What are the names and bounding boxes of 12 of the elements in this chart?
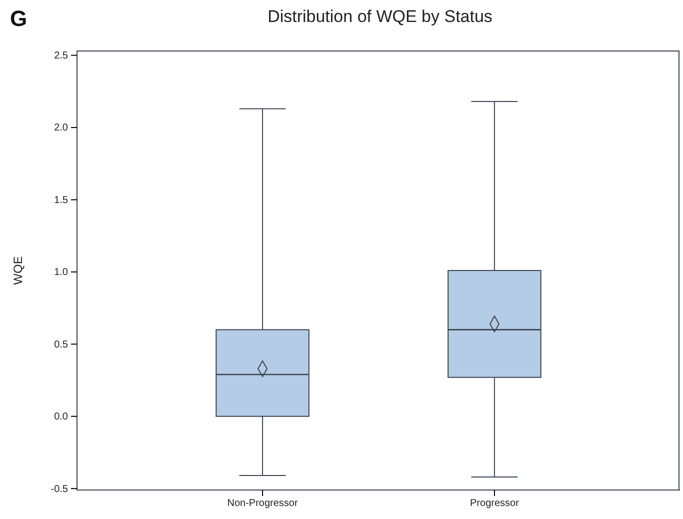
y-tick-label: 1.0 [54,267,68,278]
y-tick-label: -0.5 [50,484,68,495]
y-tick-label: 2.0 [54,122,68,134]
y-tick-label: 2.5 [54,50,68,62]
y-tick-label: 0.0 [54,412,68,423]
y-axis-title: WQE [11,256,25,285]
x-tick-label: Progressor [470,498,520,510]
text: G [10,6,28,31]
chart-title: Distribution of WQE by Status [268,7,492,26]
x-tick-label: Non-Progressor [227,498,298,510]
y-tick-label: 0.5 [54,339,68,350]
y-tick-label: 1.5 [54,194,68,206]
